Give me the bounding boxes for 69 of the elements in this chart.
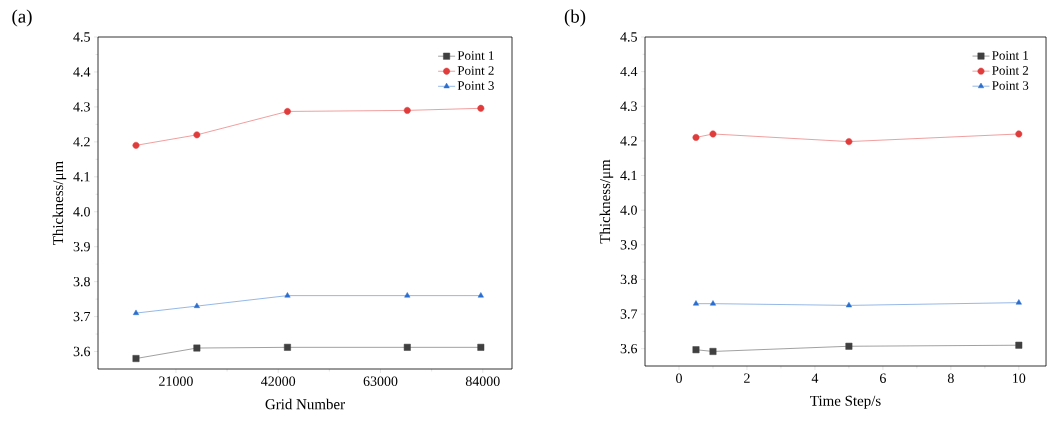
x-tick-label: 6 — [880, 373, 886, 383]
point — [403, 343, 411, 351]
point — [284, 292, 291, 298]
y-tick-label: 3.8 — [73, 276, 90, 287]
point — [284, 108, 291, 115]
point — [193, 344, 201, 352]
y-axis-title: Thickness/μm — [52, 161, 67, 245]
y-tick-label: 3.9 — [620, 240, 637, 250]
point — [845, 138, 853, 146]
point — [193, 302, 200, 308]
legend-label: Point 1 — [457, 51, 494, 60]
x-tick-label: 21000 — [159, 376, 193, 386]
point — [1015, 130, 1023, 138]
point — [1015, 299, 1022, 305]
point — [845, 301, 852, 308]
text: (a) — [12, 9, 32, 27]
point — [403, 106, 411, 114]
point — [132, 141, 140, 149]
y-tick-label: 4.2 — [620, 136, 637, 146]
point — [477, 292, 484, 298]
point — [477, 104, 485, 112]
y-tick-label: 4.1 — [73, 172, 90, 182]
x-tick-label: 8 — [947, 373, 954, 383]
text: (b) — [564, 9, 586, 27]
point — [132, 355, 140, 362]
y-tick-label: 3.9 — [73, 241, 90, 252]
point — [709, 300, 716, 306]
x-tick-label: 63000 — [363, 376, 398, 386]
y-tick-label: 3.6 — [620, 343, 638, 354]
point — [132, 309, 139, 315]
y-tick-label: 4.1 — [620, 170, 637, 181]
x-tick-label: 0 — [676, 373, 682, 383]
point — [404, 292, 411, 298]
point — [692, 346, 700, 354]
x-tick-label: 4 — [811, 373, 819, 383]
legend-label: Point 2 — [992, 66, 1029, 75]
y-tick-label: 4.4 — [620, 66, 638, 77]
y-tick-label: 4.0 — [73, 207, 90, 217]
y-axis-title: Thickness/μm — [599, 159, 614, 244]
legend-label: Point 2 — [457, 66, 494, 75]
point — [284, 343, 291, 351]
legend-label: Point 3 — [457, 81, 494, 90]
point — [193, 131, 201, 139]
point — [1015, 341, 1023, 349]
x-tick-label: 2 — [744, 373, 750, 383]
y-tick-label: 4.5 — [620, 32, 637, 42]
point — [709, 130, 717, 138]
legend-label: Point 1 — [992, 51, 1029, 60]
point — [477, 343, 485, 351]
y-tick-label: 4.5 — [73, 32, 90, 42]
point — [692, 133, 700, 141]
y-tick-label: 4.3 — [73, 102, 90, 112]
y-tick-label: 4.4 — [73, 67, 91, 77]
y-tick-label: 3.6 — [73, 346, 91, 357]
y-tick-label: 4.2 — [73, 137, 90, 147]
point — [692, 300, 699, 306]
x-tick-label: 84000 — [465, 376, 500, 386]
point — [845, 342, 853, 350]
y-tick-label: 3.7 — [620, 309, 638, 319]
point — [709, 348, 717, 355]
y-tick-label: 3.8 — [620, 274, 637, 285]
x-tick-label: 10 — [1013, 373, 1026, 383]
legend-label: Point 3 — [992, 81, 1029, 90]
y-tick-label: 4.3 — [620, 101, 637, 111]
y-tick-label: 3.7 — [73, 311, 91, 322]
x-axis-title: Grid Number — [265, 398, 345, 410]
x-tick-label: 42000 — [261, 376, 296, 386]
y-tick-label: 4.0 — [620, 205, 637, 215]
x-axis-title: Time Step/s — [810, 395, 881, 409]
